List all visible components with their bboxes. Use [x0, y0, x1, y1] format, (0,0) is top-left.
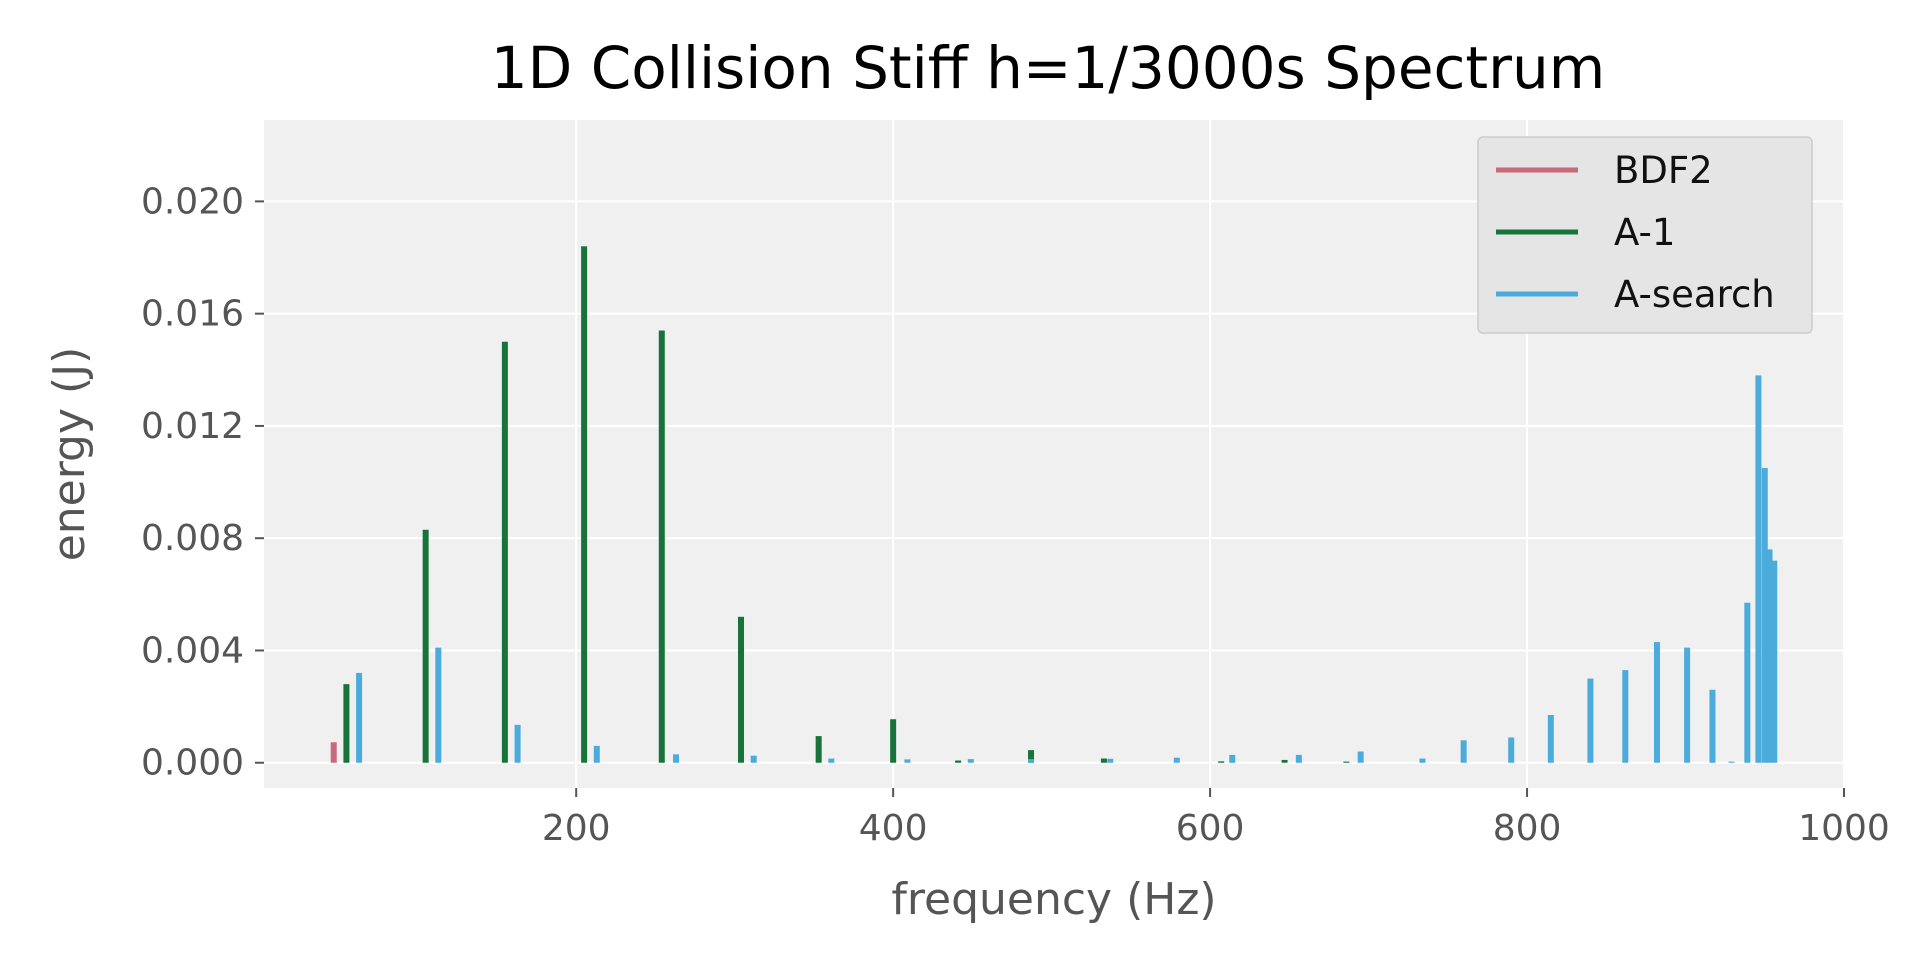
bar-a-1-8 [955, 760, 962, 763]
y-axis-ticks: 0.000 0.004 0.008 0.012 0.016 0.020 [141, 181, 264, 784]
bar-a-search-6 [828, 758, 835, 763]
bar-a-search-12 [1229, 754, 1236, 763]
bar-a-search-0 [356, 672, 363, 763]
bar-a-1-7 [890, 719, 897, 763]
y-tick-label: 0.008 [141, 518, 244, 559]
x-tick-label: 1000 [1798, 808, 1890, 849]
bar-a-1-13 [1343, 761, 1350, 763]
bar-a-search-4 [673, 754, 680, 763]
x-axis-ticks: 200 400 600 800 1000 [542, 788, 1890, 849]
bar-a-search-17 [1508, 737, 1515, 763]
bar-a-1-6 [815, 736, 822, 763]
y-tick-label: 0.000 [141, 743, 244, 784]
chart-title: 1D Collision Stiff h=1/3000s Spectrum [491, 34, 1606, 102]
bar-a-search-16 [1460, 740, 1467, 763]
bar-a-1-0 [343, 684, 350, 763]
bar-a-search-5 [750, 755, 757, 763]
bar-a-search-20 [1622, 670, 1629, 763]
y-tick-label: 0.004 [141, 630, 244, 671]
y-tick-label: 0.020 [141, 181, 244, 222]
bar-a-search-2 [514, 724, 521, 763]
legend-label: A-1 [1614, 211, 1675, 254]
bar-a-search-21 [1653, 642, 1660, 763]
bar-a-search-3 [593, 745, 600, 763]
legend: BDF2 A-1 A-search [1477, 136, 1813, 334]
bar-a-search-10 [1107, 758, 1114, 763]
bar-bdf2-0 [330, 742, 337, 763]
bar-a-1-9 [1028, 750, 1035, 763]
bar-a-1-12 [1281, 759, 1288, 763]
bar-a-search-15 [1419, 758, 1426, 763]
bar-a-search-29 [1771, 560, 1778, 763]
bar-a-1-10 [1100, 758, 1107, 763]
legend-label: A-search [1614, 273, 1775, 316]
bar-a-search-11 [1173, 757, 1180, 763]
bar-a-search-8 [967, 759, 974, 763]
bar-marks [330, 246, 1778, 763]
bar-a-1-11 [1218, 761, 1225, 763]
y-axis-label: energy (J) [44, 347, 95, 562]
bar-a-search-1 [435, 647, 442, 763]
x-axis-label: frequency (Hz) [891, 874, 1216, 925]
x-tick-label: 400 [859, 808, 928, 849]
bar-a-search-13 [1295, 754, 1302, 763]
bar-a-search-22 [1684, 647, 1691, 763]
bar-a-search-24 [1728, 761, 1735, 763]
x-tick-label: 600 [1176, 808, 1245, 849]
legend-box [1477, 136, 1813, 334]
bar-a-1-1 [422, 529, 429, 763]
legend-label: BDF2 [1614, 149, 1713, 192]
bar-a-search-18 [1547, 715, 1554, 763]
bar-a-1-4 [658, 330, 665, 763]
bar-a-search-25 [1744, 602, 1751, 763]
bar-a-1-2 [501, 341, 508, 763]
bar-a-search-23 [1709, 689, 1716, 763]
bar-a-search-9 [1028, 759, 1035, 763]
bar-a-search-27 [1761, 468, 1768, 763]
x-tick-label: 800 [1493, 808, 1562, 849]
bar-a-search-28 [1766, 549, 1773, 763]
bar-a-search-26 [1755, 375, 1762, 763]
bar-a-1-5 [738, 616, 745, 763]
bar-a-1-3 [581, 246, 588, 763]
bar-a-search-7 [904, 759, 911, 763]
x-tick-label: 200 [542, 808, 611, 849]
bar-a-search-14 [1357, 751, 1364, 763]
bar-a-search-19 [1587, 678, 1594, 763]
y-tick-label: 0.016 [141, 294, 244, 335]
y-tick-label: 0.012 [141, 406, 244, 447]
